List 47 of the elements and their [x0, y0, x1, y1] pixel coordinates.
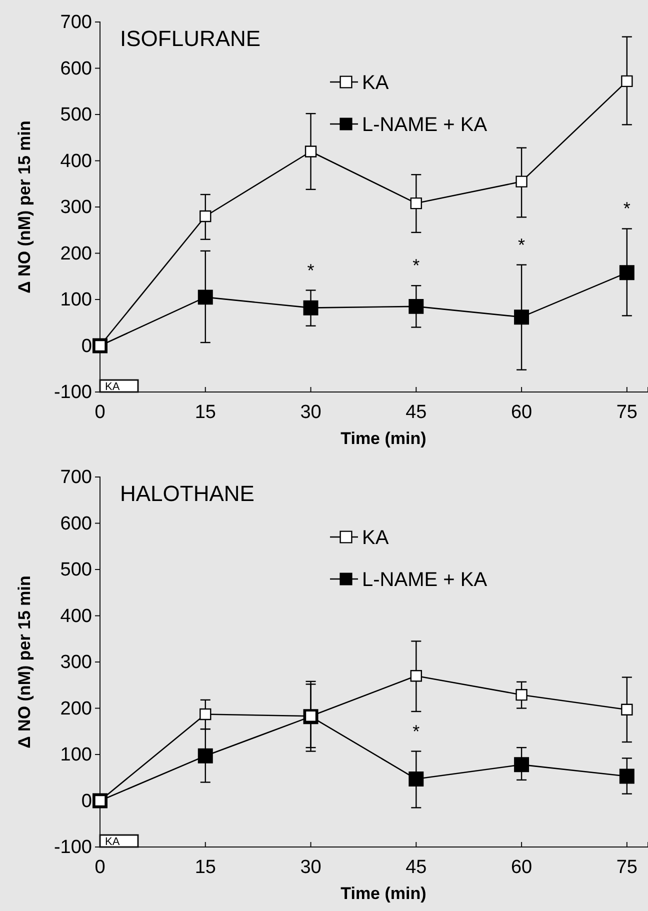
- chart-title: HALOTHANE: [120, 481, 254, 506]
- x-tick-label: 15: [194, 402, 216, 423]
- annotation: *: [307, 260, 314, 280]
- annotation: *: [412, 721, 420, 742]
- annotation: KA: [105, 836, 120, 848]
- y-tick-label: 100: [60, 744, 92, 766]
- y-tick-label: 600: [60, 513, 92, 534]
- x-tick-label: 30: [300, 402, 322, 423]
- x-tick-label: 0: [94, 402, 106, 423]
- y-tick-label: 700: [60, 467, 92, 488]
- y-tick-label: 200: [60, 243, 92, 264]
- x-tick-label: 45: [406, 856, 427, 878]
- y-tick-label: 400: [60, 150, 92, 172]
- y-tick-label: 100: [60, 290, 92, 311]
- y-axis-title: Δ NO (nM) per 15 min: [15, 120, 34, 294]
- legend-label: KA: [362, 527, 390, 549]
- y-tick-label: 200: [60, 698, 92, 720]
- y-tick-label: 0: [81, 790, 92, 812]
- y-tick-label: 300: [60, 197, 92, 218]
- x-tick-label: 0: [94, 856, 106, 878]
- annotation: KA: [105, 381, 120, 393]
- y-tick-label: 500: [60, 560, 92, 581]
- y-tick-label: -100: [54, 837, 92, 858]
- legend-label: KA: [362, 72, 390, 94]
- y-tick-label: 300: [60, 652, 92, 674]
- x-axis-title: Time (min): [340, 884, 426, 903]
- annotation: *: [518, 234, 526, 255]
- y-axis-title: Δ NO (nM) per 15 min: [15, 576, 34, 748]
- x-tick-label: 30: [300, 856, 322, 878]
- x-axis-title: Time (min): [340, 429, 426, 448]
- chart-title: ISOFLURANE: [120, 26, 261, 51]
- annotation: *: [623, 198, 630, 219]
- x-tick-label: 60: [510, 856, 532, 878]
- y-tick-label: -100: [54, 382, 92, 404]
- y-tick-label: 500: [60, 104, 92, 126]
- y-tick-label: 600: [60, 58, 92, 80]
- legend-label: L-NAME + KA: [362, 569, 488, 591]
- x-tick-label: 75: [616, 402, 638, 423]
- x-tick-label: 75: [616, 856, 638, 878]
- y-tick-label: 700: [60, 12, 92, 34]
- x-tick-label: 45: [406, 402, 427, 423]
- x-tick-label: 15: [194, 856, 216, 878]
- y-tick-label: 400: [60, 606, 92, 627]
- annotation: *: [412, 256, 420, 276]
- legend-label: L-NAME + KA: [362, 114, 488, 136]
- y-tick-label: 0: [81, 336, 92, 357]
- x-tick-label: 60: [510, 402, 532, 423]
